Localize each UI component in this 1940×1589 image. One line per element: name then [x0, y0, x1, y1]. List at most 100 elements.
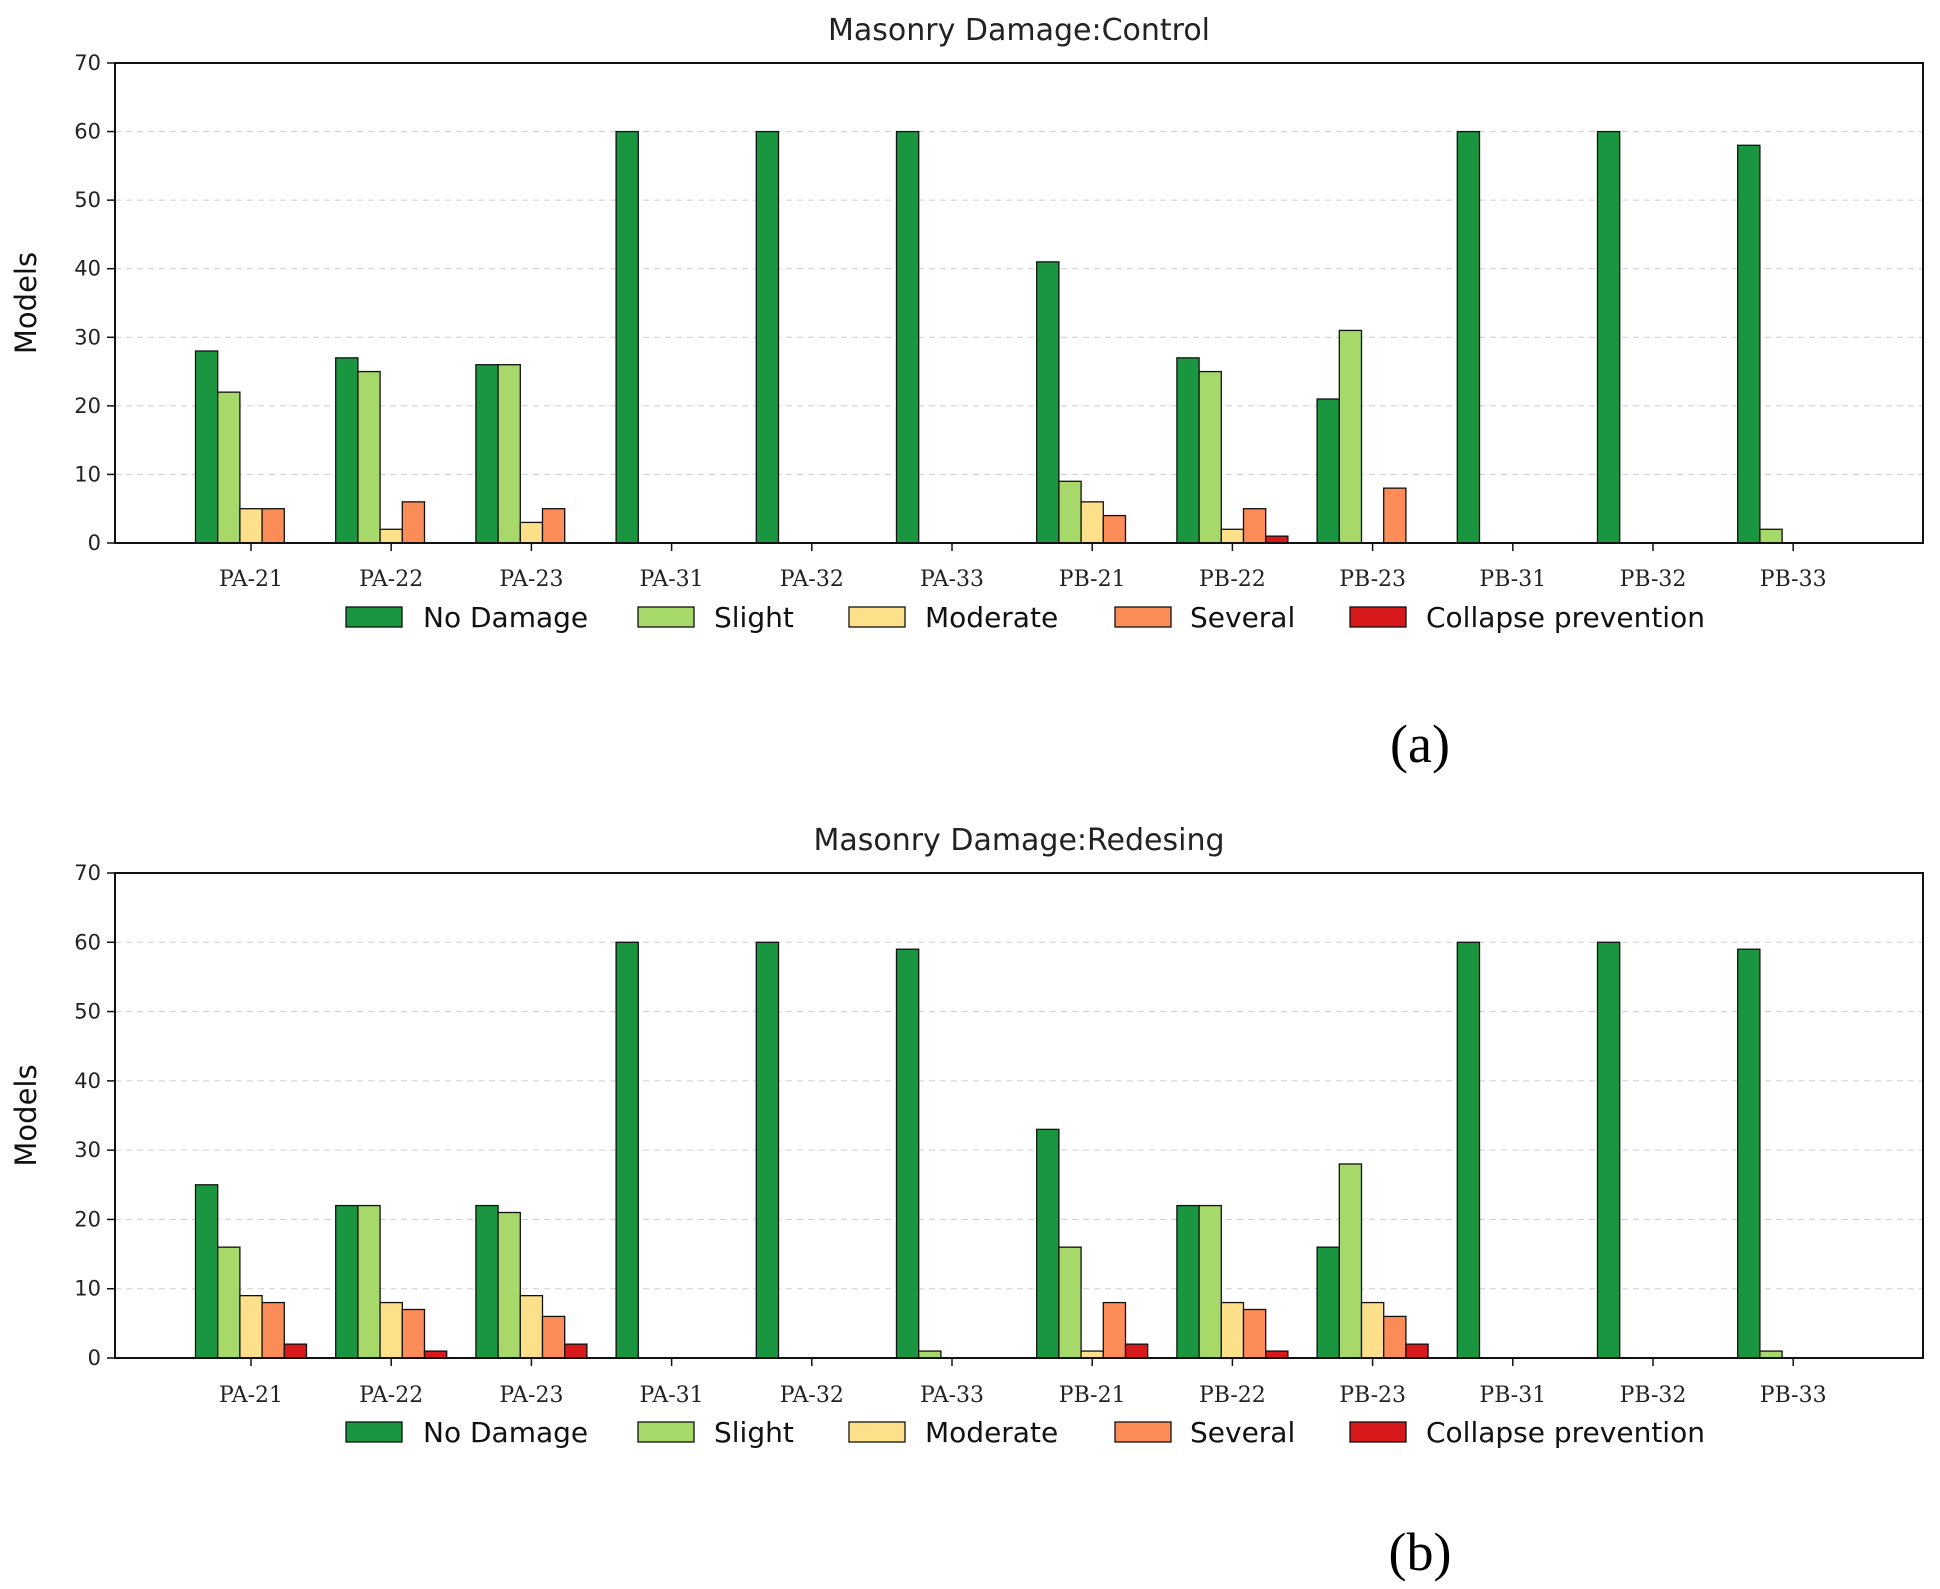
bar-pb-21-no-damage	[1036, 261, 1060, 544]
bar-pb-21-several	[1102, 1301, 1127, 1359]
bar-pb-33-no-damage	[1737, 948, 1761, 1359]
axes-frame	[114, 62, 1924, 544]
legend-item: Several	[1114, 601, 1295, 634]
bar-pa-32-no-damage	[755, 941, 780, 1359]
bar-pb-21-moderate	[1080, 501, 1104, 544]
legend-swatch	[345, 1421, 403, 1443]
bar-pa-31-no-damage	[615, 130, 639, 544]
bar-pa-33-no-damage	[895, 130, 920, 544]
legend-swatch	[1114, 1421, 1172, 1443]
y-tick-label: 40	[74, 1069, 101, 1093]
bar-pb-23-several	[1383, 487, 1407, 544]
x-tick-label: PB-31	[1479, 567, 1546, 592]
bar-pb-21-moderate	[1080, 1350, 1104, 1359]
bar-pb-23-collapse-prevention	[1405, 1343, 1429, 1359]
bar-pa-21-no-damage	[194, 350, 219, 544]
legend-swatch	[345, 606, 403, 628]
legend-label: Slight	[714, 1416, 794, 1449]
legend-item: No Damage	[345, 601, 588, 634]
legend-item: Slight	[637, 1416, 794, 1449]
legend-swatch	[1349, 1421, 1407, 1443]
x-tick-label: PB-33	[1760, 1383, 1827, 1408]
legend-label: Collapse prevention	[1426, 1416, 1705, 1449]
legend-item: Moderate	[848, 601, 1058, 634]
x-tick-label: PA-33	[920, 1383, 984, 1408]
bar-pa-22-no-damage	[335, 1204, 359, 1359]
x-tick-label: PB-33	[1760, 567, 1827, 592]
x-tick-label: PB-22	[1199, 567, 1266, 592]
x-tick-label: PA-31	[640, 567, 704, 592]
x-tick-label: PA-21	[219, 1383, 283, 1408]
legend-label: Slight	[714, 601, 794, 634]
bar-pa-22-several	[401, 501, 426, 544]
bar-pb-22-slight	[1198, 370, 1222, 544]
bar-pa-22-several	[401, 1308, 426, 1359]
legend-label: Collapse prevention	[1426, 601, 1705, 634]
legend-label: Several	[1190, 601, 1295, 634]
bar-pa-21-several	[261, 508, 285, 544]
y-axis-label: Models	[9, 252, 43, 354]
panel-label: (a)	[1390, 714, 1450, 774]
bar-pb-21-slight	[1058, 480, 1082, 544]
legend-label: No Damage	[423, 601, 588, 634]
bar-pb-22-moderate	[1220, 528, 1245, 544]
legend-swatch	[637, 1421, 695, 1443]
bar-pb-22-collapse-prevention	[1265, 535, 1289, 544]
legend-swatch	[1114, 606, 1172, 628]
chart-title: Masonry Damage:Redesing	[813, 823, 1224, 858]
chart-panel-b: Masonry Damage:Redesing 0 10 20 30 40 50 60 70 Mo…	[9, 823, 1924, 1582]
legend-label: Several	[1190, 1416, 1295, 1449]
x-tick-label: PA-23	[499, 1383, 563, 1408]
bar-pb-33-slight	[1759, 528, 1783, 544]
y-tick-label: 0	[88, 1346, 101, 1370]
y-tick-label: 10	[74, 462, 101, 486]
bar-pa-21-collapse-prevention	[283, 1343, 308, 1359]
bar-pb-31-no-damage	[1456, 130, 1481, 544]
legend-label: Moderate	[925, 1416, 1058, 1449]
y-tick-label: 0	[88, 531, 101, 555]
bar-pa-23-collapse-prevention	[564, 1343, 588, 1359]
y-tick-label: 70	[74, 861, 101, 885]
x-tick-label: PB-21	[1059, 567, 1126, 592]
bar-pb-31-no-damage	[1456, 941, 1481, 1359]
bar-pa-21-slight	[217, 1246, 241, 1359]
bar-pb-21-collapse-prevention	[1124, 1343, 1149, 1359]
bar-pb-22-no-damage	[1176, 1204, 1200, 1359]
x-tick-label: PA-22	[359, 567, 423, 592]
bar-pa-33-no-damage	[895, 948, 920, 1359]
bar-pb-23-several	[1383, 1315, 1407, 1359]
bar-pb-21-slight	[1058, 1246, 1082, 1359]
bar-pb-23-slight	[1338, 1163, 1363, 1359]
chart-panel-a: Masonry Damage:Control 0 10 20 30 40 50 60 70 Mod…	[9, 13, 1924, 774]
bar-pb-22-collapse-prevention	[1265, 1350, 1289, 1359]
bar-pa-32-no-damage	[755, 130, 780, 544]
legend-label: No Damage	[423, 1416, 588, 1449]
y-tick-label: 10	[74, 1277, 101, 1301]
bar-pa-31-no-damage	[615, 941, 639, 1359]
bar-pa-33-slight	[918, 1350, 942, 1359]
y-tick-label: 40	[74, 257, 101, 281]
legend-item: Collapse prevention	[1349, 601, 1705, 634]
x-tick-label: PA-31	[640, 1383, 704, 1408]
legend-item: Moderate	[848, 1416, 1058, 1449]
bar-pa-23-slight	[497, 1211, 521, 1359]
legend: No Damage Slight Moderate Several Collapse p…	[345, 1416, 1705, 1449]
x-tick-label: PA-22	[359, 1383, 423, 1408]
x-tick-label: PA-32	[780, 567, 844, 592]
bar-pa-22-collapse-prevention	[423, 1350, 448, 1359]
legend-swatch	[637, 606, 695, 628]
bar-pa-22-slight	[357, 370, 381, 544]
y-tick-label: 20	[74, 394, 101, 418]
legend: No Damage Slight Moderate Several Collapse p…	[345, 601, 1705, 634]
bar-pa-21-slight	[217, 391, 241, 544]
y-tick-label: 70	[74, 51, 101, 75]
bar-pb-33-no-damage	[1737, 144, 1761, 544]
bar-pa-21-moderate	[239, 1294, 263, 1359]
bar-pa-22-moderate	[379, 528, 403, 544]
y-tick-label: 60	[74, 120, 101, 144]
bar-pa-22-slight	[357, 1204, 381, 1359]
legend-label: Moderate	[925, 601, 1058, 634]
x-tick-label: PB-32	[1620, 1383, 1687, 1408]
x-tick-label: PA-21	[219, 567, 283, 592]
